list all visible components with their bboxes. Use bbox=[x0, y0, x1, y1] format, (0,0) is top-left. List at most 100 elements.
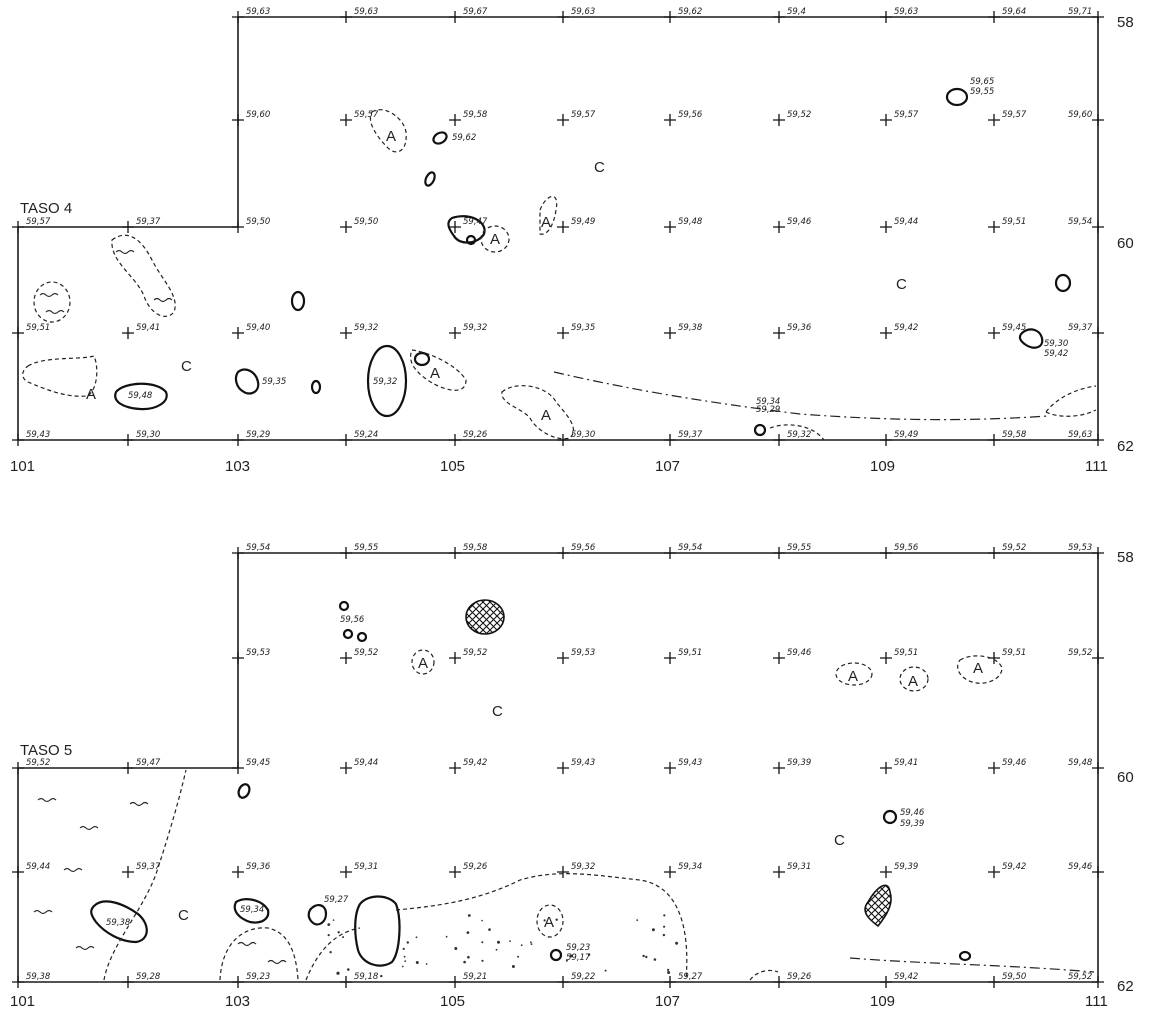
feature-outline bbox=[1054, 273, 1072, 293]
x-tick: 111 bbox=[1085, 993, 1108, 1010]
elevation-reading: 59,49 bbox=[571, 217, 595, 227]
grid-cross bbox=[988, 11, 1000, 23]
elevation-reading: 59,51 bbox=[894, 648, 918, 658]
stipple-dot bbox=[663, 925, 666, 928]
x-tick: 107 bbox=[655, 993, 680, 1010]
feature-elevation: 59,55 bbox=[970, 87, 994, 97]
feature-outline bbox=[114, 382, 168, 411]
grid-cross bbox=[664, 866, 676, 878]
grid-cross bbox=[664, 976, 676, 988]
elevation-reading: 59,42 bbox=[894, 323, 918, 333]
stipple-dot bbox=[667, 971, 671, 974]
area-letters: C C C A A A A A A bbox=[86, 128, 907, 424]
stipple-dot bbox=[509, 940, 511, 942]
dashed-outline bbox=[411, 649, 435, 675]
grid-cross bbox=[1092, 221, 1104, 233]
x-tick: 107 bbox=[655, 458, 680, 475]
grid-cross bbox=[1092, 114, 1104, 126]
elevation-reading: 59,63 bbox=[246, 7, 270, 17]
grid-cross bbox=[122, 327, 134, 339]
feature-elevation: 59,17 bbox=[566, 953, 591, 963]
dashed-outline bbox=[1045, 385, 1097, 417]
grid-cross bbox=[988, 327, 1000, 339]
elevation-reading: 59,42 bbox=[1002, 862, 1026, 872]
stipple-dot bbox=[327, 934, 330, 937]
feature-outline bbox=[356, 631, 368, 643]
grid-cross bbox=[12, 327, 24, 339]
feature-elevation: 59,29 bbox=[756, 405, 780, 415]
grid-cross bbox=[880, 976, 892, 988]
feature-elevation: 59,23 bbox=[566, 943, 590, 953]
stipple-dot bbox=[404, 960, 407, 962]
dashed-outline bbox=[501, 385, 575, 440]
stipple-dot bbox=[463, 960, 466, 964]
grid-cross bbox=[449, 11, 461, 23]
solid-features bbox=[114, 87, 1072, 437]
elevation-reading: 59,37 bbox=[678, 430, 703, 440]
stipple-dot bbox=[425, 963, 428, 965]
elevation-reading: 59,60 bbox=[246, 110, 270, 120]
elevation-reading: 59,63 bbox=[894, 7, 918, 17]
elevation-reading: 59,63 bbox=[1068, 430, 1092, 440]
elevation-reading: 59,63 bbox=[354, 7, 378, 17]
elevation-reading: 59,24 bbox=[354, 430, 378, 440]
area-letter: A bbox=[544, 914, 554, 931]
grid-cross bbox=[1092, 327, 1104, 339]
elevation-reading: 59,46 bbox=[787, 648, 812, 658]
elevation-reading: 59,52 bbox=[787, 110, 811, 120]
stipple-dot bbox=[555, 918, 558, 921]
elevation-reading: 59,49 bbox=[894, 430, 918, 440]
grid-cross bbox=[340, 762, 352, 774]
grid-cross bbox=[449, 762, 461, 774]
stipple-dot bbox=[327, 923, 331, 926]
elevation-reading: 59,35 bbox=[571, 323, 595, 333]
stipple-dot bbox=[511, 965, 515, 968]
dashed-outline bbox=[410, 349, 467, 391]
elevation-reading: 59,53 bbox=[1068, 543, 1092, 553]
grid-cross bbox=[773, 762, 785, 774]
dashed-outline bbox=[536, 904, 564, 938]
stipple-dot bbox=[543, 919, 546, 922]
elevation-reading: 59,57 bbox=[354, 110, 379, 120]
grid-cross bbox=[557, 11, 569, 23]
elevation-reading: 59,45 bbox=[1002, 323, 1026, 333]
feature-elevation: 59,38 bbox=[106, 918, 131, 928]
grid-cross bbox=[340, 434, 352, 446]
stipple-dot bbox=[467, 955, 470, 959]
grid-cross bbox=[1092, 976, 1104, 988]
grid-cross bbox=[340, 327, 352, 339]
feature-outline bbox=[465, 234, 477, 246]
feature-outline bbox=[307, 904, 328, 926]
elevation-reading: 59,56 bbox=[894, 543, 919, 553]
elevation-reading: 59,54 bbox=[1068, 217, 1092, 227]
y-tick: 60 bbox=[1117, 769, 1134, 786]
elevation-reading: 59,46 bbox=[1002, 758, 1027, 768]
elevation-reading: 59,48 bbox=[1068, 758, 1093, 768]
grid-cross bbox=[880, 114, 892, 126]
elevation-readings: 59,54 59,55 59,58 59,56 59,54 59,55 59,56 59,52… bbox=[26, 543, 1093, 982]
feature-elevations: 59,56 59,46 59,39 59,38 59,34 59,27 59,2… bbox=[106, 615, 925, 963]
feature-outline bbox=[753, 423, 767, 437]
grid-cross bbox=[12, 434, 24, 446]
grid-crosses bbox=[12, 11, 1104, 446]
area-letter: A bbox=[541, 214, 551, 231]
area-letter: A bbox=[848, 668, 858, 685]
boundary-line bbox=[553, 371, 1049, 421]
area-letter: C bbox=[492, 703, 503, 720]
elevation-reading: 59,57 bbox=[1002, 110, 1027, 120]
elevation-reading: 59,56 bbox=[678, 110, 703, 120]
grid-cross bbox=[1092, 434, 1104, 446]
grid-cross bbox=[12, 866, 24, 878]
stipple-dot bbox=[497, 940, 500, 944]
area-letter: C bbox=[181, 358, 192, 375]
grid-cross bbox=[988, 547, 1000, 559]
area-letter: C bbox=[178, 907, 189, 924]
grid-cross bbox=[988, 434, 1000, 446]
panel-taso-5: TASO 5 59,54 59,55 59,58 59,56 59,54 59,55 59,… bbox=[10, 543, 1134, 1010]
elevation-reading: 59,51 bbox=[678, 648, 702, 658]
grid-cross bbox=[773, 434, 785, 446]
elevation-reading: 59,41 bbox=[136, 323, 160, 333]
grid-cross bbox=[122, 976, 134, 988]
elevation-reading: 59,62 bbox=[678, 7, 702, 17]
feature-outline bbox=[310, 379, 322, 395]
